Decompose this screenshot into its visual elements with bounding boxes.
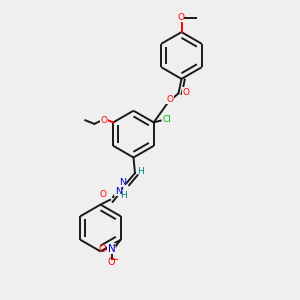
Text: O: O [100,190,107,199]
Text: N: N [108,244,116,254]
Text: H: H [120,190,127,200]
Text: O: O [99,244,106,254]
Text: N: N [119,178,126,187]
Text: −: − [111,255,119,265]
Text: N: N [115,187,122,196]
Text: O: O [108,256,116,267]
Text: O: O [167,95,174,104]
Text: O: O [178,14,185,22]
Text: Cl: Cl [162,115,171,124]
Text: O: O [100,116,107,125]
Text: H: H [138,167,144,176]
Text: O: O [183,88,190,97]
Text: +: + [112,243,118,249]
